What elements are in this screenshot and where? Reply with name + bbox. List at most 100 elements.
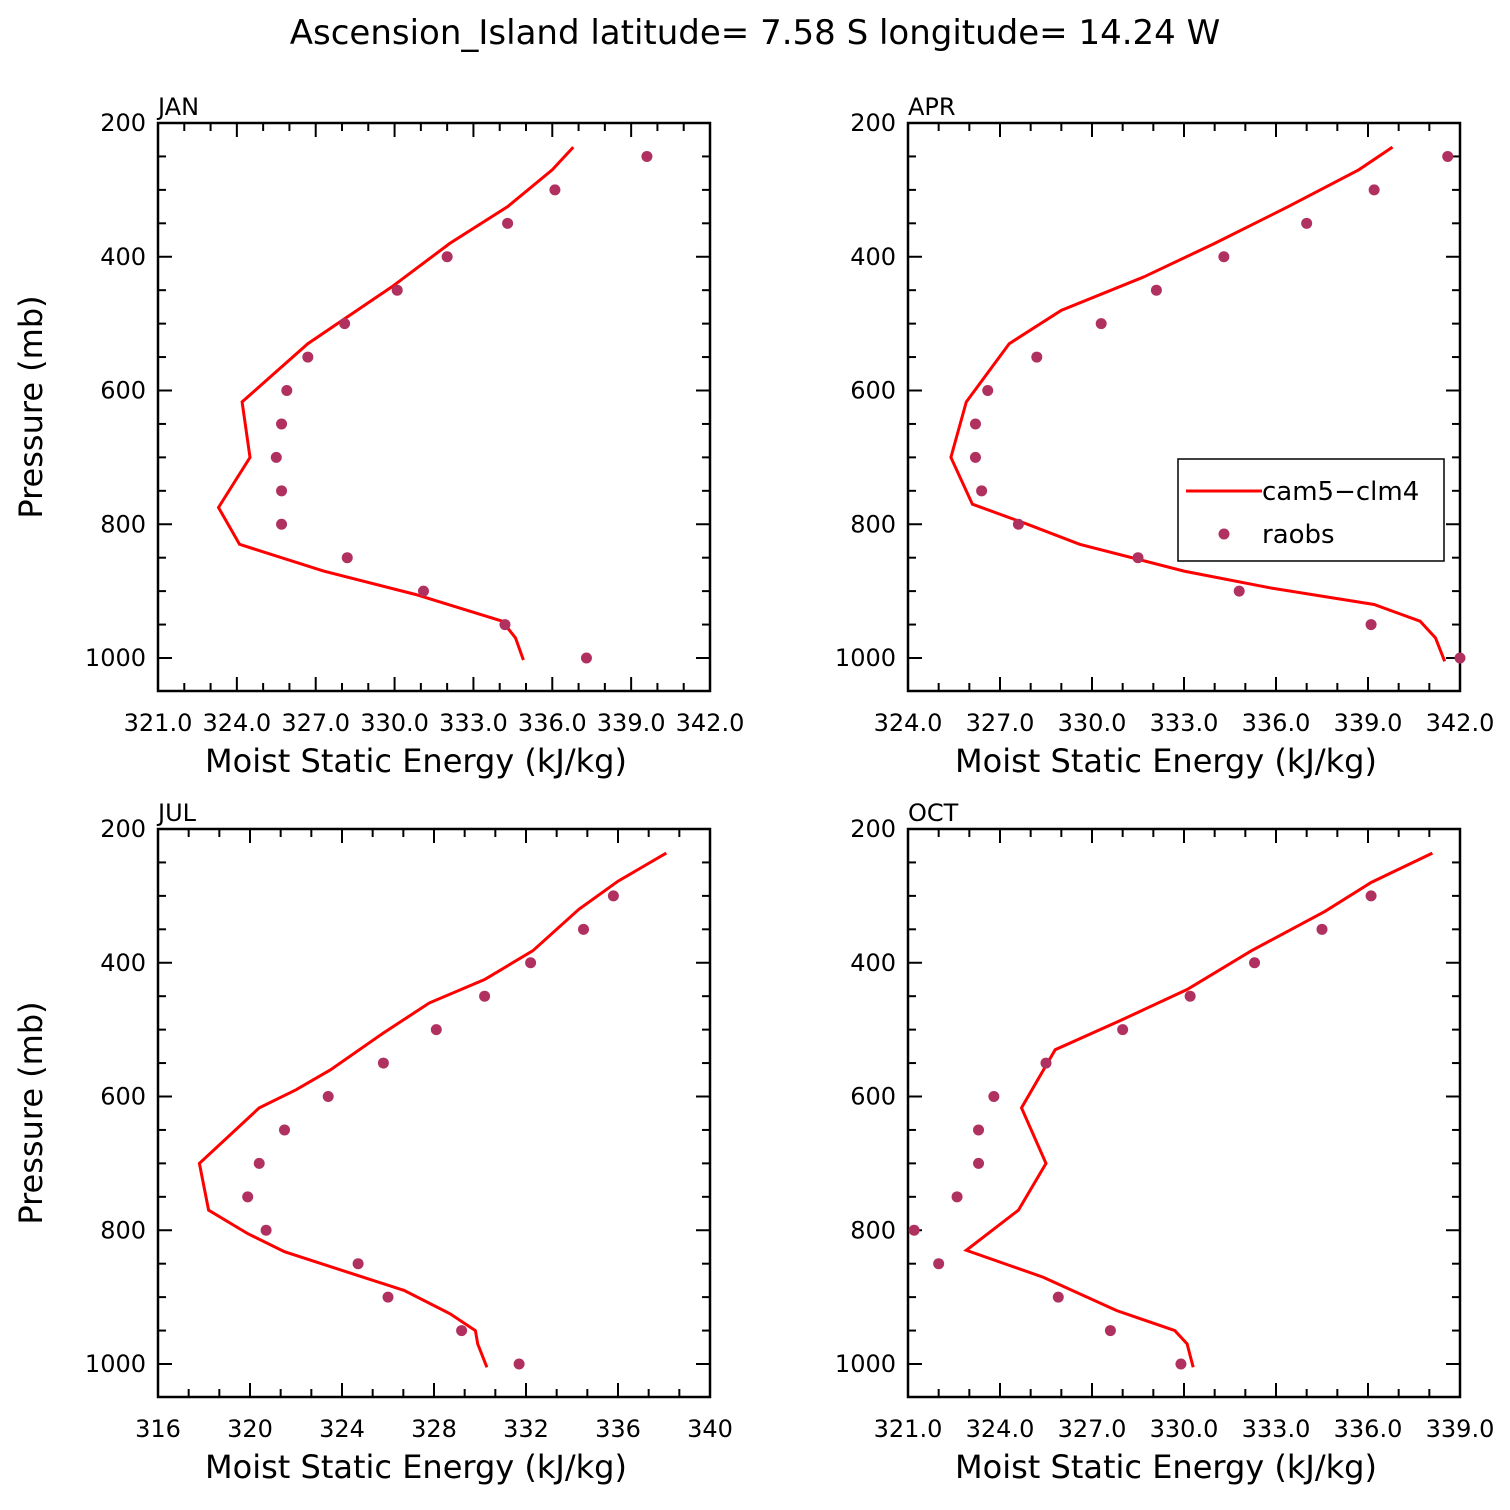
y-tick-label: 200 xyxy=(100,815,146,843)
x-tick-label: 324 xyxy=(319,1415,365,1443)
y-tick-label: 400 xyxy=(850,243,896,271)
x-tick-label: 327.0 xyxy=(281,709,350,737)
obs-point xyxy=(441,251,453,263)
panel-title: APR xyxy=(908,93,956,121)
obs-point xyxy=(253,1157,265,1169)
obs-point xyxy=(430,1024,442,1036)
obs-point xyxy=(525,957,537,969)
legend-box xyxy=(1177,458,1445,562)
x-tick-label: 321.0 xyxy=(124,709,193,737)
obs-point xyxy=(908,1224,920,1236)
series-line-model xyxy=(963,851,1434,1368)
obs-point xyxy=(1365,619,1377,631)
y-tick-label: 800 xyxy=(850,1216,896,1244)
obs-point xyxy=(580,652,592,664)
legend: cam5−clm4 raobs xyxy=(1177,458,1445,562)
x-tick-label: 330.0 xyxy=(1058,709,1127,737)
x-axis-label: Moist Static Energy (kJ/kg) xyxy=(955,742,1377,780)
obs-point xyxy=(352,1258,364,1270)
y-tick-label: 1000 xyxy=(85,644,146,672)
y-tick-label: 400 xyxy=(850,949,896,977)
panel-jul: JUL 316 320 324 328 332 336 340 200 400 600 800 1000… xyxy=(12,799,733,1486)
obs-point xyxy=(641,150,653,162)
y-tick-label: 400 xyxy=(100,243,146,271)
y-tick-label: 200 xyxy=(850,109,896,137)
obs-point xyxy=(456,1325,468,1337)
obs-point xyxy=(339,318,351,330)
obs-point xyxy=(1233,585,1245,597)
obs-point xyxy=(417,585,429,597)
obs-point xyxy=(382,1291,394,1303)
y-tick-label: 800 xyxy=(850,510,896,538)
legend-dot-swatch xyxy=(1218,528,1230,540)
obs-point xyxy=(1442,150,1454,162)
x-tick-label: 336.0 xyxy=(1334,1415,1403,1443)
x-tick-label: 330.0 xyxy=(1150,1415,1219,1443)
y-tick-label: 200 xyxy=(100,109,146,137)
panels: JAN 321.0 324.0 327.0 330.0 333.0 336.0 339.0 34… xyxy=(12,93,1494,1486)
obs-point xyxy=(1316,923,1328,935)
x-tick-label: 332 xyxy=(503,1415,549,1443)
x-tick-label: 324.0 xyxy=(874,709,943,737)
obs-point xyxy=(1175,1358,1187,1370)
x-axis-label: Moist Static Energy (kJ/kg) xyxy=(205,1448,627,1486)
y-tick-label: 600 xyxy=(100,377,146,405)
y-tick-label: 1000 xyxy=(835,1350,896,1378)
obs-point xyxy=(276,518,288,530)
x-tick-label: 342.0 xyxy=(1426,709,1495,737)
legend-model-label: cam5−clm4 xyxy=(1262,477,1419,507)
obs-point xyxy=(276,418,288,430)
panel-title: JUL xyxy=(156,799,197,827)
obs-point xyxy=(1012,518,1024,530)
x-tick-label: 336.0 xyxy=(1242,709,1311,737)
obs-point xyxy=(969,451,981,463)
y-axis-label: Pressure (mb) xyxy=(12,1001,50,1224)
obs-point xyxy=(391,284,403,296)
obs-point xyxy=(578,923,589,935)
obs-point xyxy=(1095,318,1107,330)
x-tick-label: 321.0 xyxy=(874,1415,943,1443)
obs-point xyxy=(973,1124,985,1136)
obs-point xyxy=(1052,1291,1064,1303)
obs-point xyxy=(1104,1325,1116,1337)
x-tick-label: 330.0 xyxy=(360,709,429,737)
x-tick-label: 340 xyxy=(687,1415,733,1443)
x-tick-label: 339.0 xyxy=(597,709,666,737)
x-tick-label: 336 xyxy=(595,1415,641,1443)
obs-point xyxy=(1117,1024,1129,1036)
obs-point xyxy=(479,990,491,1002)
x-tick-label: 336.0 xyxy=(518,709,587,737)
x-tick-label: 324.0 xyxy=(966,1415,1035,1443)
obs-point xyxy=(513,1358,525,1370)
plot-frame xyxy=(156,121,712,693)
y-tick-label: 600 xyxy=(850,377,896,405)
obs-point xyxy=(976,485,988,497)
obs-point xyxy=(302,351,314,363)
obs-point xyxy=(502,217,514,229)
obs-point xyxy=(933,1258,945,1270)
series-line-model xyxy=(197,851,668,1368)
obs-point xyxy=(1301,217,1313,229)
x-tick-label: 333.0 xyxy=(439,709,508,737)
x-axis-label: Moist Static Energy (kJ/kg) xyxy=(955,1448,1377,1486)
obs-point xyxy=(242,1191,254,1203)
x-tick-label: 339.0 xyxy=(1426,1415,1495,1443)
panel-title: JAN xyxy=(156,93,199,121)
obs-point xyxy=(1132,552,1144,564)
x-tick-label: 328 xyxy=(411,1415,457,1443)
obs-point xyxy=(982,385,994,396)
obs-point xyxy=(1365,890,1377,902)
x-tick-label: 316 xyxy=(135,1415,181,1443)
x-tick-label: 327.0 xyxy=(966,709,1035,737)
x-axis-label: Moist Static Energy (kJ/kg) xyxy=(205,742,627,780)
y-tick-label: 200 xyxy=(850,815,896,843)
obs-point xyxy=(969,418,981,430)
obs-point xyxy=(341,552,353,564)
panel-title: OCT xyxy=(908,799,959,827)
y-tick-label: 800 xyxy=(100,510,146,538)
obs-point xyxy=(607,890,619,902)
obs-point xyxy=(549,184,561,196)
obs-point xyxy=(1218,251,1230,263)
obs-point xyxy=(1150,284,1162,296)
y-tick-label: 600 xyxy=(850,1083,896,1111)
